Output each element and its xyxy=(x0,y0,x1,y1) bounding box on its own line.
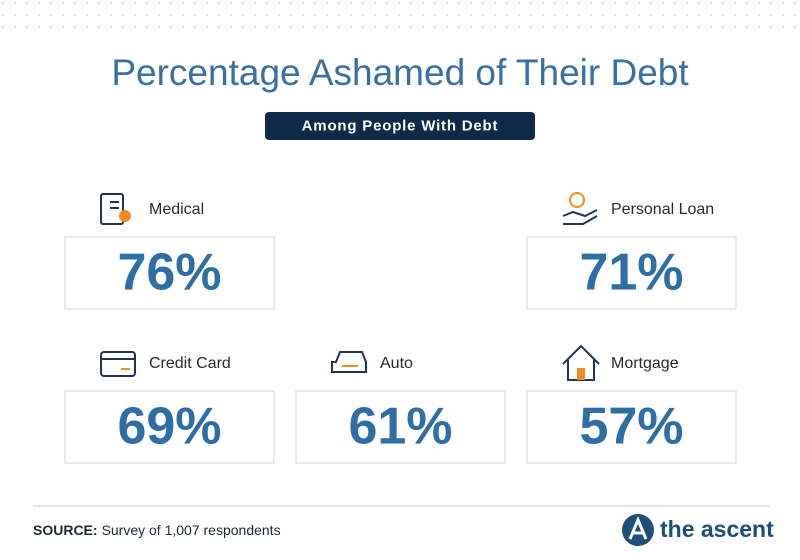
icon-part xyxy=(562,209,598,225)
icon-part xyxy=(331,351,367,373)
source-label: SOURCE: xyxy=(33,522,98,538)
card-label: Mortgage xyxy=(611,355,679,372)
card-value: 57% xyxy=(579,398,683,456)
icon-part xyxy=(119,210,131,222)
card-value: 69% xyxy=(117,398,221,456)
card xyxy=(526,390,737,464)
source-text: Survey of 1,007 respondents xyxy=(102,522,281,538)
card-label: Credit Card xyxy=(149,355,231,372)
card xyxy=(295,390,506,464)
cards: Medical 76% Personal Loan 71% Credit Card 69%… xyxy=(64,192,737,464)
card-label: Auto xyxy=(380,355,413,372)
card-value: 76% xyxy=(117,244,221,302)
subtitle-pill xyxy=(265,112,535,140)
icon-part xyxy=(100,193,124,225)
brand-name: the ascent xyxy=(660,516,774,542)
card-value: 61% xyxy=(348,398,452,456)
card-label: Medical xyxy=(149,201,204,218)
title: Percentage Ashamed of Their Debt xyxy=(111,52,689,93)
source-note: SOURCE: Survey of 1,007 respondents xyxy=(33,522,281,538)
brand-logo-mark xyxy=(628,516,648,540)
icon-part xyxy=(100,351,136,377)
dot-pattern xyxy=(0,0,800,36)
card xyxy=(526,236,737,310)
card-value: 71% xyxy=(579,244,683,302)
card xyxy=(64,390,275,464)
card-label: Personal Loan xyxy=(611,201,714,218)
subtitle: Among People With Debt xyxy=(302,117,499,134)
icon-part xyxy=(577,368,585,380)
icon-part xyxy=(569,192,585,208)
card xyxy=(64,236,275,310)
